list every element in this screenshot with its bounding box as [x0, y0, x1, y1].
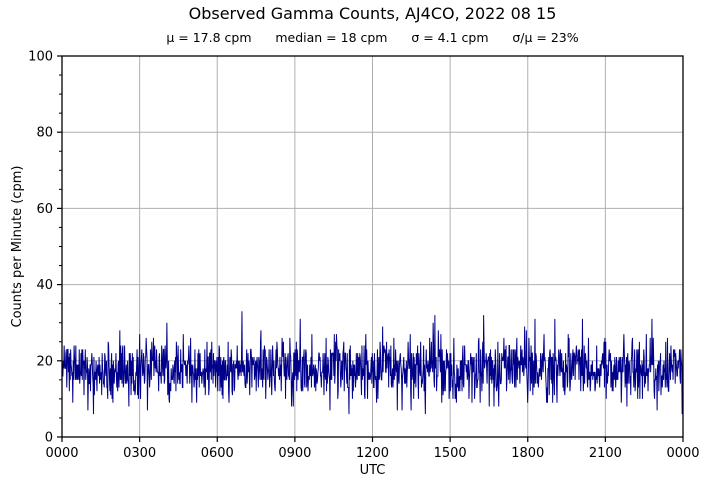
x-tick-label: 0000 [666, 446, 699, 461]
y-tick-label: 20 [36, 354, 53, 369]
y-tick-label: 80 [36, 126, 53, 141]
x-axis-label: UTC [359, 463, 386, 478]
x-tick-label: 1500 [434, 446, 467, 461]
x-tick-label: 1800 [511, 446, 544, 461]
x-tick-label: 1200 [356, 446, 389, 461]
chart-title: Observed Gamma Counts, AJ4CO, 2022 08 15 [188, 4, 557, 23]
x-tick-label: 0600 [201, 446, 234, 461]
x-tick-label: 2100 [589, 446, 622, 461]
y-tick-label: 60 [36, 202, 53, 217]
y-tick-label: 100 [28, 50, 53, 65]
chart-subtitle-stats: μ = 17.8 cpm median = 18 cpm σ = 4.1 cpm… [166, 30, 579, 45]
x-tick-label: 0300 [123, 446, 156, 461]
x-tick-label: 0900 [278, 446, 311, 461]
y-tick-labels: 0 20 40 60 80 100 [28, 50, 53, 446]
x-tick-labels: 0000 0300 0600 0900 1200 1500 1800 2100 0000 [45, 446, 699, 461]
y-tick-label: 0 [45, 431, 53, 446]
data-series-path [61, 311, 684, 415]
x-tick-label: 0000 [45, 446, 78, 461]
axis-ticks [57, 55, 684, 442]
y-tick-label: 40 [36, 278, 53, 293]
